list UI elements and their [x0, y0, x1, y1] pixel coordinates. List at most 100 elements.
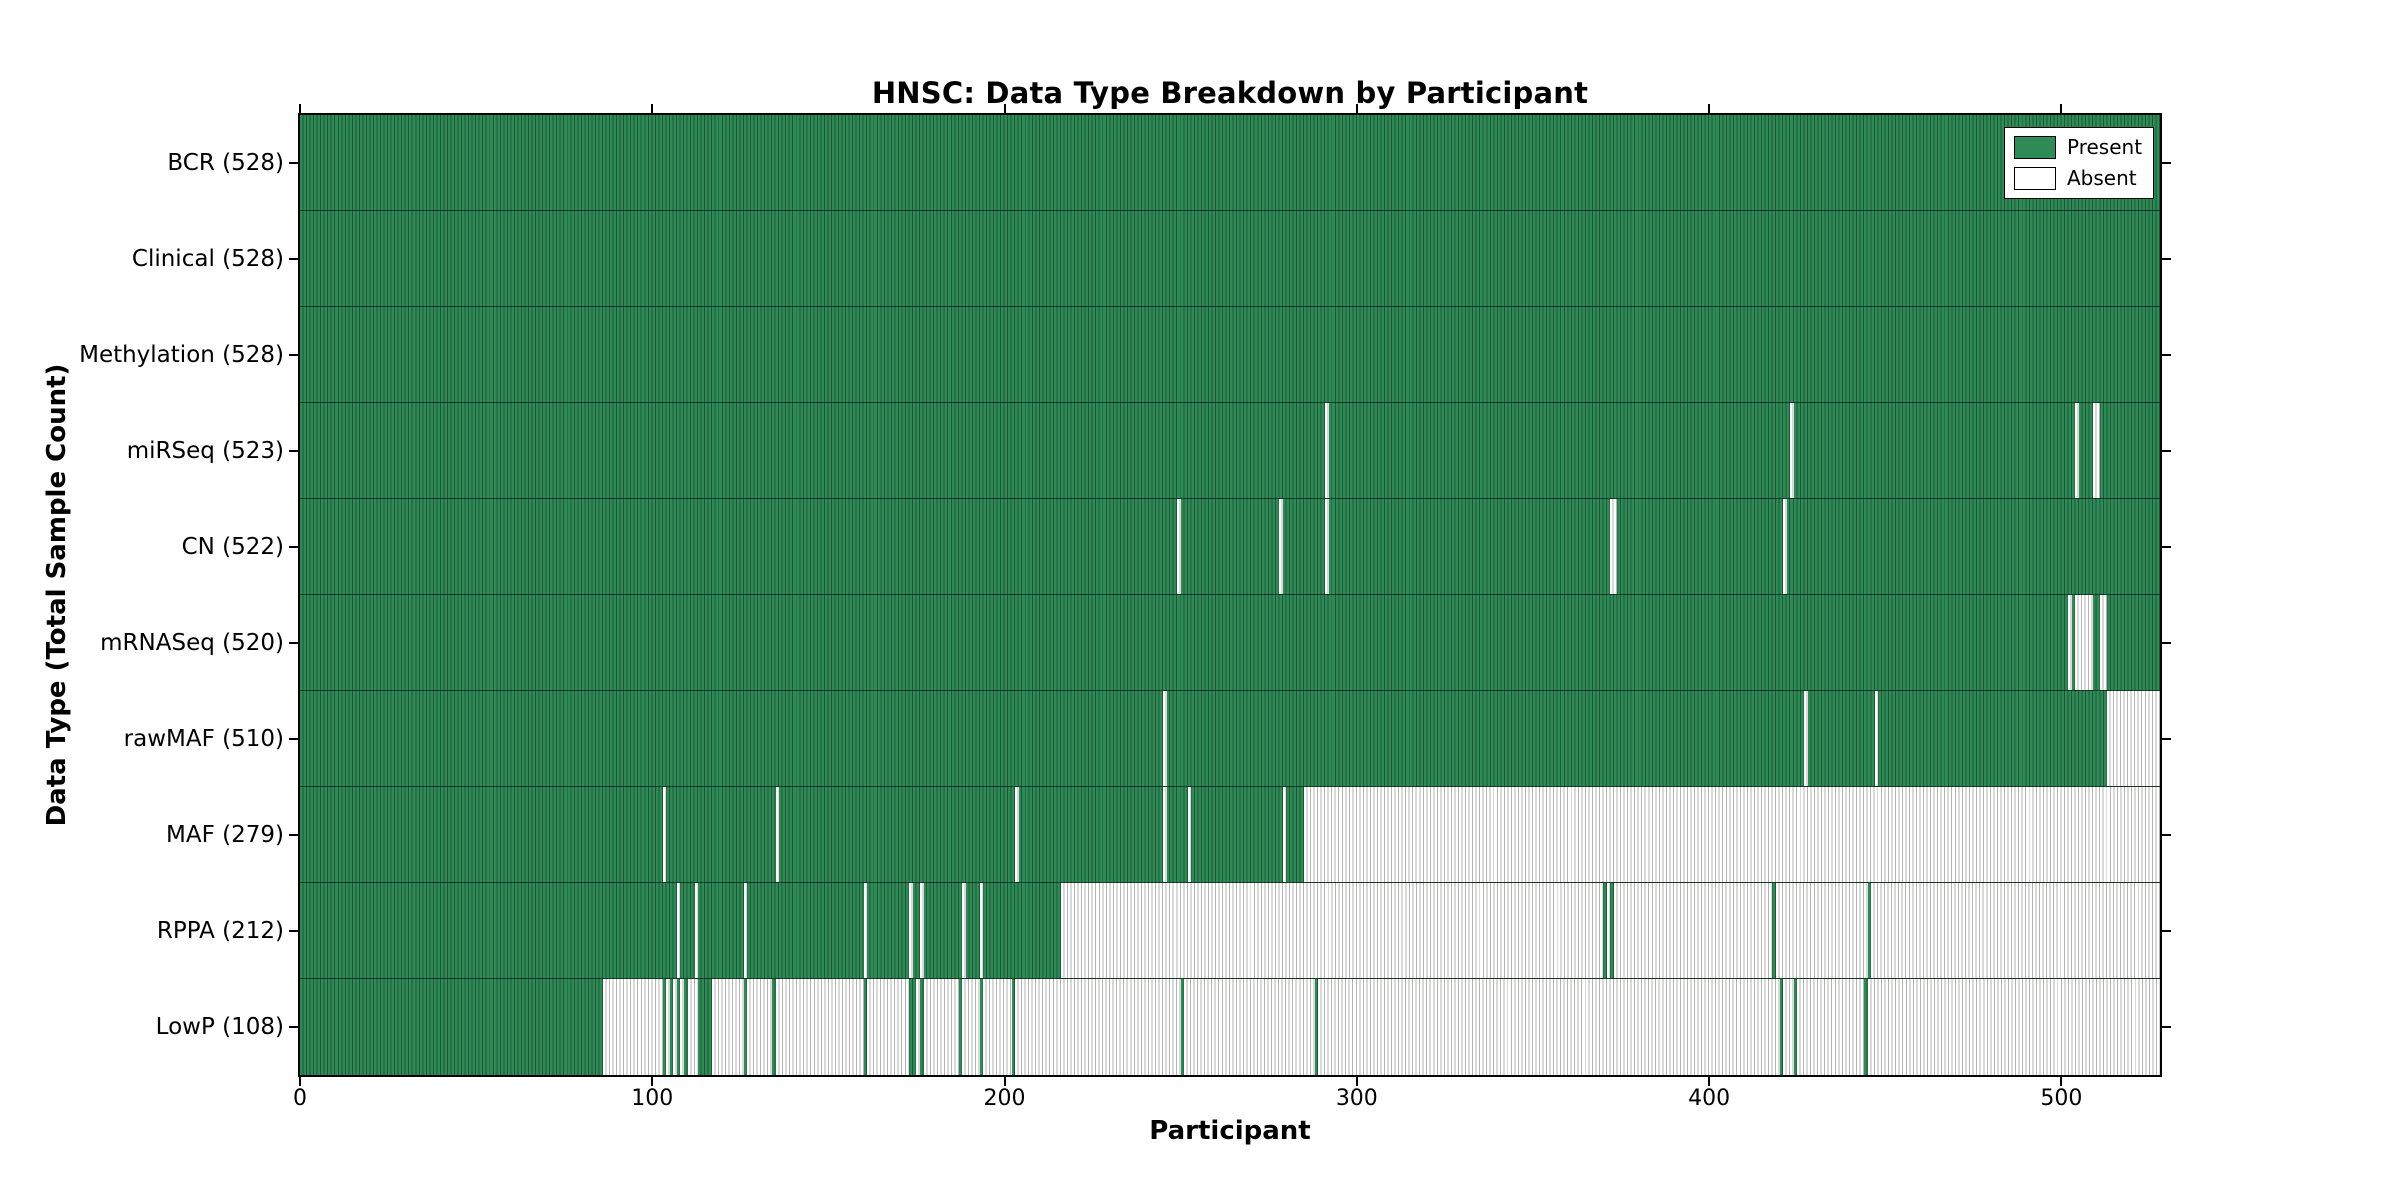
y-tick-left: [289, 930, 298, 932]
absent-segment: [2100, 595, 2108, 690]
absent-segment: [2107, 691, 2160, 786]
absent-segment: [1060, 883, 1604, 978]
y-axis-label: Data Type (Total Sample Count): [42, 363, 72, 827]
y-tick-right: [2162, 354, 2171, 356]
row-MAF: [300, 787, 2160, 883]
absent-segment: [962, 979, 980, 1075]
x-axis-label: Participant: [1149, 1116, 1311, 1146]
y-tick-left: [289, 642, 298, 644]
x-tick-label: 100: [631, 1086, 674, 1111]
absent-segment: [1163, 691, 1167, 786]
absent-segment: [1783, 499, 1787, 594]
x-tick-top: [1708, 104, 1711, 113]
absent-segment: [673, 979, 677, 1075]
chart-title: HNSC: Data Type Breakdown by Participant: [871, 76, 1589, 110]
x-tick-bottom: [1355, 1077, 1358, 1086]
absent-segment: [775, 787, 780, 882]
absent-segment: [1163, 787, 1167, 882]
absent-segment: [712, 979, 744, 1075]
y-tick-right: [2162, 162, 2171, 164]
absent-segment: [1184, 979, 1315, 1075]
y-tick-left: [289, 258, 298, 260]
x-tick-label: 300: [1335, 1086, 1378, 1111]
y-tick-label-miRSeq: miRSeq (523): [126, 438, 284, 464]
y-tick-label-rawMAF: rawMAF (510): [123, 726, 284, 752]
x-tick-label: 0: [293, 1086, 307, 1111]
absent-segment: [1867, 979, 2160, 1075]
absent-segment: [983, 979, 1012, 1075]
legend-swatch-absent-icon: [2014, 167, 2056, 190]
absent-segment: [916, 979, 920, 1075]
absent-segment: [1797, 979, 1865, 1075]
y-tick-label-Clinical: Clinical (528): [131, 246, 284, 272]
row-RPPA: [300, 883, 2160, 979]
y-tick-left: [289, 738, 298, 740]
x-tick-label: 500: [2040, 1086, 2083, 1111]
y-tick-left: [289, 162, 298, 164]
row-miRSeq: [300, 403, 2160, 499]
absent-segment: [2093, 403, 2101, 498]
row-Methylation: [300, 307, 2160, 403]
absent-segment: [1015, 979, 1181, 1075]
absent-segment: [863, 883, 868, 978]
y-tick-right: [2162, 546, 2171, 548]
x-tick-top: [2060, 104, 2063, 113]
row-mRNASeq: [300, 595, 2160, 691]
absent-segment: [1783, 979, 1794, 1075]
absent-segment: [867, 979, 910, 1075]
absent-segment: [680, 979, 684, 1075]
x-tick-bottom: [299, 1077, 301, 1086]
absent-segment: [919, 883, 924, 978]
legend-label-present: Present: [2067, 135, 2143, 159]
y-tick-right: [2162, 258, 2171, 260]
absent-segment: [962, 883, 966, 978]
absent-segment: [2075, 403, 2079, 498]
y-tick-right: [2162, 642, 2171, 644]
y-tick-label-LowP: LowP (108): [155, 1014, 284, 1040]
absent-segment: [602, 979, 663, 1075]
absent-segment: [666, 979, 670, 1075]
absent-segment: [1325, 499, 1329, 594]
absent-segment: [1282, 787, 1287, 882]
y-tick-label-Methylation: Methylation (528): [79, 342, 284, 368]
absent-segment: [1325, 403, 1329, 498]
absent-segment: [1610, 499, 1618, 594]
absent-segment: [2068, 595, 2072, 690]
x-tick-bottom: [2060, 1077, 2063, 1086]
y-tick-label-CN: CN (522): [181, 534, 284, 560]
absent-segment: [923, 979, 959, 1075]
absent-segment: [743, 883, 748, 978]
y-tick-left: [289, 450, 298, 452]
y-tick-label-MAF: MAF (279): [166, 822, 284, 848]
absent-segment: [687, 979, 699, 1075]
x-tick-top: [1003, 104, 1006, 113]
row-Clinical: [300, 211, 2160, 307]
absent-segment: [1790, 403, 1794, 498]
absent-segment: [1279, 499, 1283, 594]
absent-segment: [979, 883, 984, 978]
row-LowP: [300, 979, 2160, 1075]
absent-segment: [909, 883, 913, 978]
plot-area: [298, 113, 2162, 1077]
legend-entry-present: Present: [2014, 136, 2144, 159]
absent-segment: [1874, 691, 1879, 786]
absent-segment: [1776, 883, 1868, 978]
absent-segment: [747, 979, 773, 1075]
y-tick-label-mRNASeq: mRNASeq (520): [100, 630, 284, 656]
absent-segment: [1804, 691, 1808, 786]
y-tick-left: [289, 1026, 298, 1028]
absent-segment: [2075, 595, 2094, 690]
x-tick-bottom: [1708, 1077, 1711, 1086]
x-tick-top: [651, 104, 654, 113]
y-tick-label-RPPA: RPPA (212): [156, 918, 284, 944]
x-tick-bottom: [1003, 1077, 1006, 1086]
y-tick-label-BCR: BCR (528): [167, 150, 284, 176]
absent-segment: [1177, 499, 1181, 594]
row-CN: [300, 499, 2160, 595]
x-tick-label: 200: [983, 1086, 1026, 1111]
y-tick-right: [2162, 834, 2171, 836]
y-tick-left: [289, 546, 298, 548]
legend-swatch-present-icon: [2014, 136, 2056, 159]
y-tick-right: [2162, 1026, 2171, 1028]
